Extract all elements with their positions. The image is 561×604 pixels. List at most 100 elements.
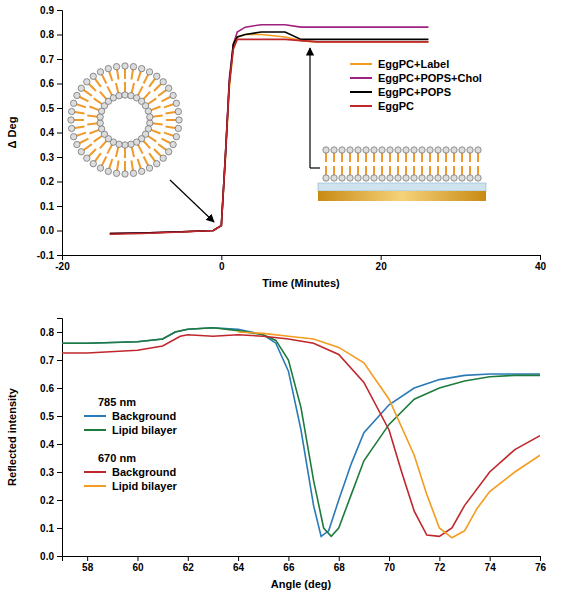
x-tick-label: 0: [219, 261, 225, 272]
y-axis-line: [57, 319, 63, 557]
lipid-head: [78, 149, 84, 155]
x-tick: 68: [334, 556, 346, 573]
lipid-head: [331, 175, 337, 181]
x-tick: 40: [535, 255, 547, 272]
plot-lines: [110, 25, 429, 234]
y-tick-label: 0.3: [40, 152, 54, 163]
lipid-head: [74, 141, 80, 147]
y-tick-label: 0.5: [40, 411, 54, 422]
lipid-head: [130, 63, 136, 69]
x-axis-title: Time (Minutes): [262, 277, 340, 289]
y-tick-mark: [57, 157, 62, 158]
y-tick-mark: [57, 528, 62, 529]
lipid-head: [435, 175, 441, 181]
lipid-head: [147, 120, 153, 126]
legend-swatch: [84, 485, 106, 487]
x-tick-label: 66: [283, 562, 295, 573]
y-tick-label: 0.7: [40, 355, 54, 366]
lipid-head: [339, 147, 345, 153]
legend-swatch: [350, 77, 372, 79]
y-tick: 0.4: [40, 127, 62, 138]
y-tick-label: 0.3: [40, 467, 54, 478]
vesicle: [68, 63, 182, 177]
x-tick: 66: [283, 556, 295, 573]
x-tick-label: 68: [334, 562, 346, 573]
lipid-head: [411, 147, 417, 153]
legend-entry: EggPC+POPS: [350, 86, 451, 98]
lipid-head: [70, 133, 76, 139]
lipid-head: [170, 141, 176, 147]
lipid-head: [419, 175, 425, 181]
lipid-head: [435, 147, 441, 153]
lipid-head: [371, 175, 377, 181]
x-tick-mark: [439, 556, 440, 561]
x-tick-mark: [540, 556, 541, 561]
lipid-head: [145, 108, 151, 114]
x-tick-mark: [137, 556, 138, 561]
x-axis: 58606264666870727476: [63, 556, 547, 573]
lipid-head: [459, 175, 465, 181]
y-tick-mark: [57, 332, 62, 333]
lipid-head: [122, 63, 128, 69]
y-tick-mark: [57, 206, 62, 207]
lipid-head: [403, 175, 409, 181]
y-tick: 0.7: [40, 355, 62, 366]
lipid-head: [105, 65, 111, 71]
lipid-head: [355, 147, 361, 153]
x-tick-label: 64: [233, 562, 245, 573]
lipid-head: [98, 126, 104, 132]
y-tick: 0.8: [40, 29, 62, 40]
lipid-head: [451, 175, 457, 181]
arrow: [309, 48, 310, 168]
legend-swatch: [84, 429, 106, 431]
y-tick-mark: [57, 416, 62, 417]
y-tick: 0.7: [40, 54, 62, 65]
y-tick-mark: [57, 360, 62, 361]
lipid-head: [451, 147, 457, 153]
lipid-head: [395, 175, 401, 181]
y-tick: 0.5: [40, 411, 62, 422]
lipid-head: [379, 175, 385, 181]
x-tick-label: 72: [434, 562, 446, 573]
y-tick: 0.0: [40, 551, 62, 562]
lipid-head: [154, 160, 160, 166]
y-axis: -0.10.00.10.20.30.40.50.60.70.80.9: [37, 5, 63, 261]
y-tick-label: 0.4: [40, 127, 54, 138]
x-tick: 0: [219, 255, 225, 272]
lipid-head: [165, 85, 171, 91]
series-line: [110, 25, 429, 234]
legend-label: EggPC: [378, 100, 414, 112]
x-tick: 60: [132, 556, 144, 573]
lipid-head: [147, 114, 153, 120]
y-tick: 0.6: [40, 383, 62, 394]
series-line: [62, 328, 540, 537]
y-tick-mark: [57, 231, 62, 232]
legend-label: Lipid bilayer: [112, 424, 178, 436]
lipid-head: [419, 147, 425, 153]
x-tick: 62: [183, 556, 195, 573]
x-tick-mark: [87, 556, 88, 561]
y-tick-mark: [57, 133, 62, 134]
lipid-head: [84, 155, 90, 161]
y-tick: 0.3: [40, 152, 62, 163]
x-axis-line: [63, 256, 541, 261]
lipid-head: [130, 170, 136, 176]
x-tick-mark: [339, 556, 340, 561]
y-tick-label: 0.8: [40, 29, 54, 40]
lipid-head: [175, 108, 181, 114]
lipid-head: [355, 175, 361, 181]
lipid-head: [387, 175, 393, 181]
y-axis: 0.00.10.20.30.40.50.60.70.8: [40, 319, 62, 562]
x-axis: -2002040: [55, 255, 546, 272]
plot-lines: [62, 328, 540, 538]
lipid-head: [68, 108, 74, 114]
y-tick: 0.9: [40, 5, 62, 16]
legend: EggPC+LabelEggPC+POPS+CholEggPC+POPSEggP…: [350, 58, 482, 112]
lipid-head: [138, 168, 144, 174]
illustration: [68, 48, 486, 222]
lipid-head: [403, 147, 409, 153]
y-tick-label: 0.0: [40, 225, 54, 236]
lipid-head: [339, 175, 345, 181]
lipid-head: [173, 133, 179, 139]
lipid-head: [173, 100, 179, 106]
